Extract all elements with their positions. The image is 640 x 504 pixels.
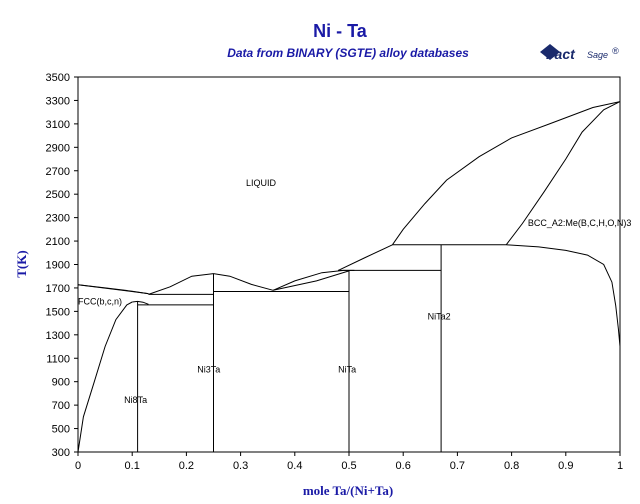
boundary-line-13 <box>77 301 133 453</box>
chart-subtitle: Data from BINARY (SGTE) alloy databases <box>227 46 469 60</box>
x-tick-label: 0.7 <box>450 460 465 472</box>
y-tick-label: 2500 <box>46 189 70 201</box>
region-label: Ni8Ta <box>124 395 147 405</box>
x-tick-label: 0.4 <box>287 460 302 472</box>
y-tick-label: 1900 <box>46 260 70 272</box>
logo-main-text: Fact <box>546 46 576 62</box>
y-tick-label: 1300 <box>46 330 70 342</box>
y-tick-label: 3300 <box>46 95 70 107</box>
x-tick-label: 1 <box>617 460 623 472</box>
region-label: FCC(b,c,n) <box>78 296 122 306</box>
y-tick-label: 500 <box>52 424 70 436</box>
x-tick-label: 0.8 <box>504 460 519 472</box>
boundary-line-11 <box>506 244 621 347</box>
x-tick-label: 0.3 <box>233 460 248 472</box>
y-tick-label: 1100 <box>46 353 70 365</box>
region-label: NiTa2 <box>428 312 451 322</box>
region-label: BCC_A2:Me(B,C,H,O,N)3 <box>528 218 632 228</box>
x-axis-label: mole Ta/(Ni+Ta) <box>303 483 393 498</box>
y-tick-label: 700 <box>52 400 70 412</box>
factsage-logo: Fact Sage ® <box>540 44 619 62</box>
y-tick-label: 2300 <box>46 213 70 225</box>
region-labels: LIQUID FCC(b,c,n) BCC_A2:Me(B,C,H,O,N)3 Ni3… <box>78 178 631 405</box>
boundary-line-5 <box>272 270 350 291</box>
y-tick-label: 300 <box>52 447 70 459</box>
y-tick-label: 1500 <box>46 306 70 318</box>
y-axis: 300 500 700 900 1100 1300 1500 1700 1900 2100 2300… <box>46 72 78 459</box>
x-tick-label: 0 <box>75 460 81 472</box>
y-tick-label: 1700 <box>46 283 70 295</box>
x-tick-label: 0.1 <box>125 460 140 472</box>
x-tick-label: 0.2 <box>179 460 194 472</box>
y-tick-label: 2700 <box>46 166 70 178</box>
y-axis-label: T(K) <box>14 250 29 277</box>
boundary-line-1 <box>77 284 149 295</box>
boundary-line-12 <box>132 300 149 305</box>
y-tick-label: 3100 <box>46 119 70 131</box>
boundary-line-8 <box>391 101 621 246</box>
logo-diamond-icon <box>540 44 560 60</box>
boundary-line-7 <box>337 244 393 271</box>
y-tick-label: 2100 <box>46 236 70 248</box>
region-label: LIQUID <box>246 178 277 188</box>
x-tick-label: 0.9 <box>558 460 573 472</box>
region-label: NiTa <box>338 364 356 374</box>
logo-sup-text: Sage <box>587 50 608 60</box>
chart-title: Ni - Ta <box>313 21 368 41</box>
x-tick-label: 0.6 <box>396 460 411 472</box>
region-label: Ni3Ta <box>197 364 220 374</box>
boundary-line-10 <box>505 101 621 246</box>
y-tick-label: 3500 <box>46 72 70 84</box>
logo-reg-mark: ® <box>612 46 619 56</box>
x-tick-label: 0.5 <box>341 460 356 472</box>
phase-boundaries <box>77 101 621 453</box>
y-tick-label: 900 <box>52 377 70 389</box>
y-tick-label: 2900 <box>46 142 70 154</box>
x-axis: 0 0.1 0.2 0.3 0.4 0.5 0.6 0.7 0.8 0.9 1 <box>75 452 623 472</box>
